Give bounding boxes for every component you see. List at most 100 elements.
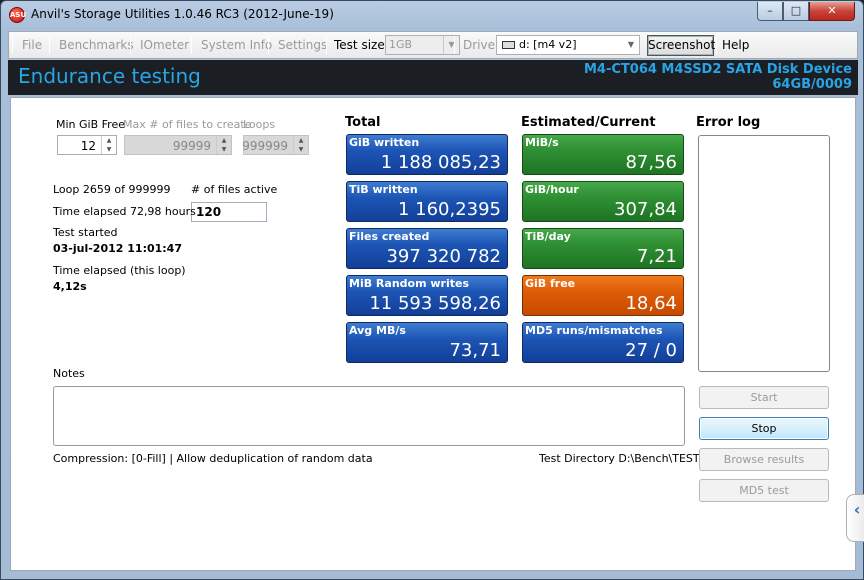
- arrow-down-icon[interactable]: ▼: [298, 146, 304, 153]
- test-size-value: 1GB: [389, 38, 413, 51]
- menu-separator: [49, 36, 50, 54]
- stat-tile: Avg MB/s 73,71: [346, 322, 508, 363]
- menu-separator: [454, 36, 455, 54]
- stat-value: 87,56: [625, 152, 677, 173]
- compression-info: Compression: [0-Fill] | Allow deduplicat…: [53, 452, 373, 465]
- stat-tile: MiB Random writes 11 593 598,26: [346, 275, 508, 316]
- notes-label: Notes: [53, 367, 85, 380]
- app-logo-icon: ASU: [9, 7, 26, 23]
- menu-separator: [326, 36, 327, 54]
- minimize-button[interactable]: –: [757, 2, 783, 21]
- arrow-up-icon[interactable]: ▲: [221, 137, 227, 144]
- stat-tile: MiB/s 87,56: [522, 134, 684, 175]
- loops-stepper[interactable]: 999999 ▲ ▼: [242, 135, 309, 155]
- arrow-up-icon[interactable]: ▲: [298, 137, 304, 144]
- stat-label: MD5 runs/mismatches: [525, 324, 663, 337]
- stat-value: 1 160,2395: [397, 199, 501, 220]
- side-panel-tab[interactable]: ‹: [846, 494, 864, 542]
- drive-label: Drive: [463, 38, 495, 52]
- md5-test-button[interactable]: MD5 test: [699, 479, 829, 502]
- stat-value: 307,84: [614, 199, 677, 220]
- menu-benchmarks[interactable]: Benchmarks: [59, 38, 134, 52]
- stepper-arrows[interactable]: ▲ ▼: [101, 136, 116, 154]
- page-title: Endurance testing: [18, 64, 201, 88]
- stat-value: 11 593 598,26: [369, 293, 501, 314]
- window-title: Anvil's Storage Utilities 1.0.46 RC3 (20…: [31, 7, 334, 21]
- menu-separator: [268, 36, 269, 54]
- arrow-down-icon[interactable]: ▼: [221, 146, 227, 153]
- stepper-arrows[interactable]: ▲ ▼: [216, 136, 231, 154]
- test-started-value: 03-jul-2012 11:01:47: [53, 242, 182, 255]
- header-banner: Endurance testing M4-CT064 M4SSD2 SATA D…: [8, 60, 858, 95]
- stat-tile: MD5 runs/mismatches 27 / 0: [522, 322, 684, 363]
- loops-value: 999999: [242, 139, 288, 153]
- files-active-field[interactable]: 120: [191, 202, 267, 222]
- browse-results-button[interactable]: Browse results: [699, 448, 829, 471]
- device-size: 64GB/0009: [772, 77, 852, 92]
- loops-label: Loops: [243, 118, 276, 131]
- stat-label: GiB/hour: [525, 183, 579, 196]
- menu-file[interactable]: File: [22, 38, 43, 52]
- min-gib-free-stepper[interactable]: 12 ▲ ▼: [57, 135, 117, 155]
- error-log-list[interactable]: [698, 135, 830, 372]
- loop-elapsed-label: Time elapsed (this loop): [53, 264, 186, 277]
- files-active-label: # of files active: [191, 183, 278, 196]
- stat-tile: Files created 397 320 782: [346, 228, 508, 269]
- chevron-down-icon: ▼: [443, 36, 459, 54]
- loop-counter: Loop 2659 of 999999: [53, 183, 171, 196]
- stat-label: Files created: [349, 230, 430, 243]
- menu-separator: [12, 36, 13, 54]
- stat-value: 1 188 085,23: [380, 152, 501, 173]
- start-button[interactable]: Start: [699, 386, 829, 409]
- title-bar: ASU Anvil's Storage Utilities 1.0.46 RC3…: [1, 1, 863, 29]
- drive-select[interactable]: d: [m4 v2] ▼: [496, 35, 640, 55]
- arrow-up-icon[interactable]: ▲: [106, 137, 112, 144]
- arrow-down-icon[interactable]: ▼: [106, 146, 112, 153]
- stepper-arrows[interactable]: ▲ ▼: [293, 136, 308, 154]
- test-directory: Test Directory D:\Bench\TEST: [539, 452, 700, 465]
- stat-label: GiB free: [525, 277, 576, 290]
- estimates-heading: Estimated/Current: [521, 115, 656, 130]
- stat-label: TiB written: [349, 183, 418, 196]
- menu-separator: [191, 36, 192, 54]
- stat-tile: TiB/day 7,21: [522, 228, 684, 269]
- main-panel: Min GiB Free 12 ▲ ▼ Max # of files to cre…: [10, 97, 856, 571]
- menu-separator: [130, 36, 131, 54]
- max-files-stepper[interactable]: 99999 ▲ ▼: [124, 135, 232, 155]
- stat-tile: TiB written 1 160,2395: [346, 181, 508, 222]
- min-gib-free-value: 12: [80, 139, 96, 153]
- min-gib-free-label: Min GiB Free: [56, 118, 125, 131]
- stop-button[interactable]: Stop: [699, 417, 829, 440]
- stat-label: Avg MB/s: [349, 324, 406, 337]
- max-files-label: Max # of files to create: [123, 118, 252, 131]
- stat-label: TiB/day: [525, 230, 571, 243]
- totals-heading: Total: [345, 115, 381, 130]
- chevron-down-icon: ▼: [627, 40, 635, 49]
- time-elapsed: Time elapsed 72,98 hours: [53, 205, 196, 218]
- close-button[interactable]: ✕: [809, 2, 855, 21]
- test-size-label: Test size: [334, 38, 385, 52]
- chevron-left-icon: ‹: [853, 500, 861, 519]
- loop-elapsed-value: 4,12s: [53, 280, 87, 293]
- menu-iometer[interactable]: IOmeter: [140, 38, 190, 52]
- stat-value: 27 / 0: [625, 340, 677, 361]
- menu-bar: File Benchmarks IOmeter System Info Sett…: [8, 31, 858, 59]
- menu-separator: [716, 36, 717, 54]
- stat-label: GiB written: [349, 136, 420, 149]
- menu-help[interactable]: Help: [722, 38, 750, 52]
- stat-value: 18,64: [625, 293, 677, 314]
- device-name: M4-CT064 M4SSD2 SATA Disk Device: [583, 62, 852, 77]
- test-size-select[interactable]: 1GB ▼: [385, 35, 460, 55]
- maximize-button[interactable]: □: [783, 2, 809, 21]
- screenshot-button[interactable]: Screenshot: [647, 35, 715, 56]
- stat-value: 397 320 782: [386, 246, 501, 267]
- stat-value: 7,21: [636, 246, 677, 267]
- stat-label: MiB/s: [525, 136, 559, 149]
- menu-system-info[interactable]: System Info: [201, 38, 273, 52]
- stat-tile: GiB written 1 188 085,23: [346, 134, 508, 175]
- menu-settings[interactable]: Settings: [278, 38, 328, 52]
- drive-value: d: [m4 v2]: [519, 38, 577, 51]
- stat-tile: GiB/hour 307,84: [522, 181, 684, 222]
- notes-textarea[interactable]: [53, 386, 685, 446]
